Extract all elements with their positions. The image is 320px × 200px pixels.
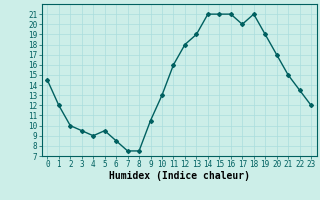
X-axis label: Humidex (Indice chaleur): Humidex (Indice chaleur): [109, 171, 250, 181]
